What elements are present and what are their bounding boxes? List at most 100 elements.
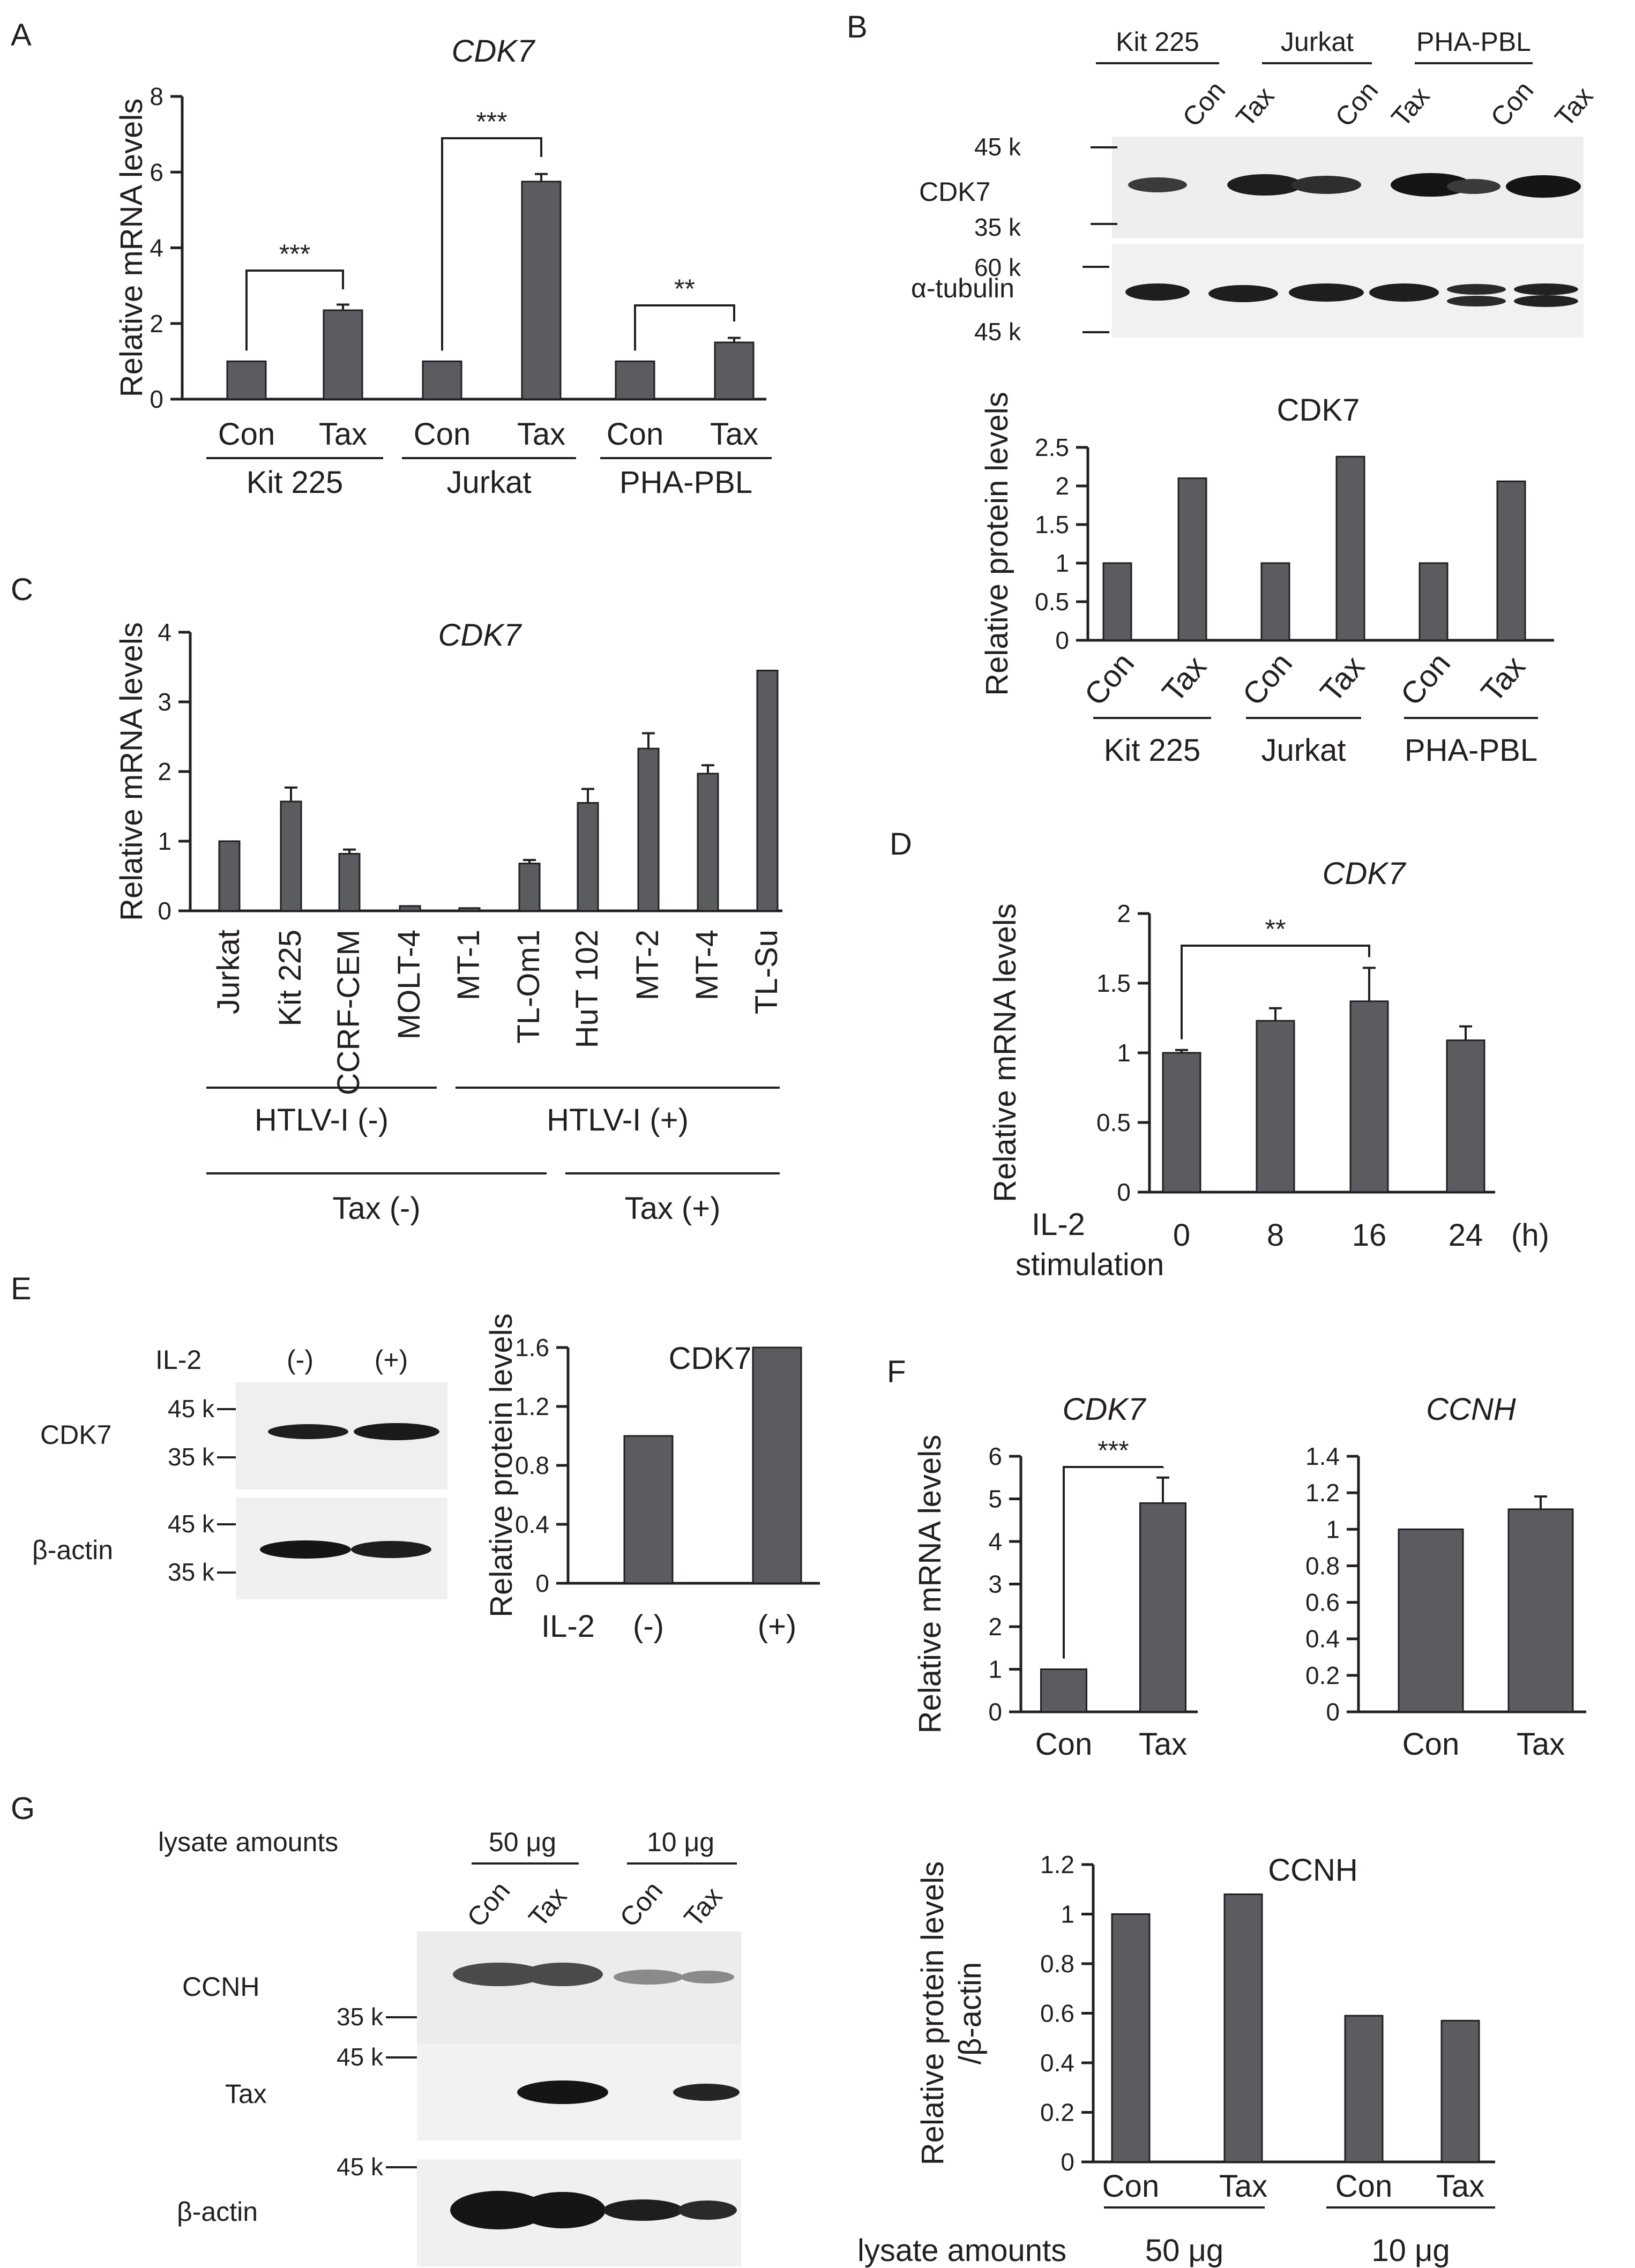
chart-e-xlabel: IL-2 (541, 1609, 595, 1644)
chart-a-bar (615, 360, 655, 400)
chart-a-category-label: Tax (710, 417, 758, 452)
chart-e-ytick-label: 1.6 (515, 1334, 549, 1361)
chart-f2-category-label: Tax (1517, 1727, 1565, 1762)
chart-a-category-label: Con (414, 417, 471, 452)
blot-g-group-2: 10 μg (647, 1827, 714, 1857)
chart-a-group-label: Kit 225 (247, 465, 344, 500)
chart-f2-ytick-label: 0 (1326, 1698, 1340, 1726)
chart-f1-significance-label: *** (1098, 1435, 1129, 1465)
blot-e-lane-1: (-) (287, 1345, 313, 1375)
chart-f1-bar (1139, 1502, 1186, 1713)
blot-g-marker-2: 45 k (337, 2043, 384, 2071)
chart-d-title: CDK7 (1323, 856, 1407, 891)
blot-e-lane-2: (+) (375, 1345, 408, 1375)
panel-label-g: G (11, 1791, 35, 1826)
chart-c: CDK7 Relative mRNA levels 0 1 2 3 4 Jurkat Kit 2… (114, 618, 784, 1226)
chart-g-category-label: Con (1102, 2169, 1159, 2204)
blot-b-lane-3: Con (1330, 76, 1384, 132)
chart-d-significance-bracket (1181, 945, 1370, 1039)
chart-e-category-label: (-) (633, 1609, 664, 1644)
chart-f1-ytick-label: 5 (988, 1485, 1002, 1513)
chart-b-ylabel: Relative protein levels (980, 392, 1014, 695)
blot-b-marker-2: 35 k (974, 213, 1021, 241)
chart-f2-bar (1398, 1528, 1464, 1713)
blot-b-marker-1: 45 k (974, 133, 1021, 161)
chart-e-ytick-label: 0.4 (515, 1510, 549, 1538)
chart-b-category-label: Tax (1313, 649, 1371, 709)
chart-a-bar (521, 181, 562, 400)
chart-f1-ylabel: Relative mRNA levels (913, 1435, 947, 1734)
chart-f1-category-label: Tax (1139, 1727, 1187, 1762)
blot-b-group-1: Kit 225 (1116, 27, 1199, 57)
chart-a-category-label: Con (218, 417, 275, 452)
chart-g-ytick-label: 0.2 (1040, 2099, 1074, 2127)
chart-g-title: CCNH (1268, 1853, 1358, 1888)
chart-a-ytick-label: 8 (150, 83, 163, 110)
chart-g-bar (1344, 2015, 1384, 2163)
chart-b-group-label: Jurkat (1261, 733, 1346, 768)
chart-a-group-label: Jurkat (447, 465, 532, 500)
blot-e-marker-4: 35 k (168, 1558, 215, 1586)
blot-g: lysate amounts 50 μg 10 μg Con Tax Con T… (158, 1827, 741, 2266)
chart-e-bar (623, 1435, 674, 1584)
chart-f2-ytick-label: 1.4 (1305, 1442, 1340, 1470)
chart-f1-ytick-label: 4 (988, 1528, 1002, 1555)
chart-b-ytick-label: 0 (1055, 626, 1069, 654)
blot-b-marker-4: 45 k (974, 318, 1021, 346)
chart-a-significance-bracket (634, 304, 735, 351)
chart-c-group-label: Tax (+) (625, 1191, 721, 1226)
chart-c-category-label: CCRF-CEM (331, 930, 366, 1095)
chart-d-unit: (h) (1511, 1218, 1549, 1253)
panel-label-d: D (890, 827, 912, 862)
chart-b-ytick-label: 1 (1055, 549, 1069, 577)
chart-d: CDK7 Relative mRNA levels 0 0.5 1 1.5 2 0 8 16 24 I… (988, 856, 1549, 1282)
chart-b-ytick-label: 0.5 (1035, 588, 1069, 616)
chart-b-bar (1496, 480, 1526, 641)
chart-a-ytick-label: 4 (150, 234, 163, 262)
chart-d-category-label: 0 (1173, 1218, 1190, 1253)
chart-g-ytick-label: 1 (1061, 1900, 1074, 1928)
chart-f2-title: CCNH (1426, 1392, 1516, 1427)
chart-b-bar (1419, 562, 1449, 641)
panel-label-b: B (847, 10, 868, 44)
chart-b-category-label: Tax (1474, 649, 1532, 709)
blot-b-row-tubulin: α-tubulin (911, 273, 1014, 303)
chart-a-ytick-label: 0 (150, 385, 163, 413)
blot-e-row-cdk7: CDK7 (40, 1420, 111, 1450)
chart-f-ccnh: CCNH 0 0.2 0.4 0.6 0.8 1 1.2 1.4 Con Tax (1305, 1392, 1586, 1762)
chart-c-bar (280, 800, 302, 912)
blot-g-marker-3: 45 k (337, 2153, 384, 2181)
chart-g-ytick-label: 0 (1061, 2148, 1074, 2176)
chart-d-significance-label: ** (1265, 914, 1286, 944)
chart-b-category-label: Con (1394, 646, 1457, 712)
chart-c-bar (338, 852, 361, 912)
chart-b: CDK7 Relative protein levels 0 0.5 1 1.5 2 2.5 C… (980, 392, 1554, 768)
chart-a-significance-label: *** (476, 107, 507, 137)
chart-d-ytick-label: 0.5 (1096, 1109, 1131, 1136)
chart-g-category-label: Tax (1219, 2169, 1267, 2204)
chart-f2-ytick-label: 1.2 (1305, 1479, 1340, 1507)
chart-g-category-label: Tax (1436, 2169, 1484, 2204)
chart-e-ytick-label: 1.2 (515, 1393, 549, 1420)
chart-a-bar (226, 360, 267, 400)
chart-c-bar (218, 840, 241, 912)
chart-b-bar (1260, 562, 1290, 641)
chart-b-category-label: Con (1078, 646, 1141, 712)
chart-c-category-label: MT-2 (630, 930, 665, 1000)
chart-b-category-label: Tax (1155, 649, 1213, 709)
chart-b-title: CDK7 (1277, 393, 1360, 428)
blot-b-lane-2: Tax (1230, 81, 1280, 132)
chart-e: CDK7 Relative protein levels 0 0.4 0.8 1.2 1.6… (484, 1313, 820, 1644)
blot-b-lane-1: Con (1177, 76, 1231, 132)
blot-g-title: lysate amounts (158, 1827, 338, 1857)
chart-f1-title: CDK7 (1063, 1392, 1147, 1427)
chart-c-bar (637, 747, 660, 912)
chart-g-ylabel-2: /β-actin (953, 1962, 988, 2064)
chart-d-xlabel-2: stimulation (1016, 1247, 1164, 1282)
blot-g-row-tax: Tax (225, 2079, 267, 2109)
blot-e-marker-2: 35 k (168, 1443, 215, 1471)
chart-f1-ytick-label: 1 (988, 1656, 1002, 1683)
chart-g-xlabel: lysate amounts (857, 2233, 1066, 2268)
